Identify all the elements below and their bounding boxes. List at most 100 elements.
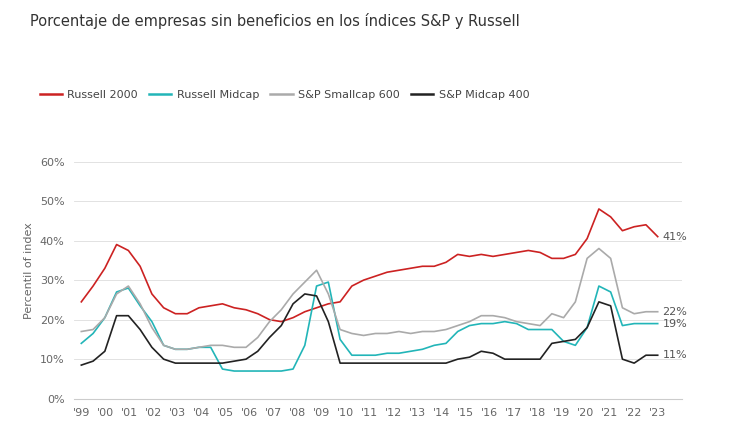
- Russell Midcap: [359, 353, 368, 358]
- Legend: Russell 2000, Russell Midcap, S&P Smallcap 600, S&P Midcap 400: Russell 2000, Russell Midcap, S&P Smallc…: [35, 85, 534, 104]
- Russell 2000: [582, 236, 591, 241]
- S&P Smallcap 600: [594, 246, 603, 251]
- S&P Smallcap 600: [159, 343, 168, 348]
- S&P Smallcap 600: [77, 329, 86, 334]
- S&P Midcap 400: [348, 361, 356, 366]
- Russell Midcap: [394, 350, 403, 356]
- S&P Midcap 400: [336, 361, 345, 366]
- Russell 2000: [312, 305, 321, 311]
- Russell 2000: [300, 309, 309, 315]
- Russell Midcap: [618, 323, 627, 328]
- Russell Midcap: [606, 289, 615, 295]
- Russell Midcap: [582, 325, 591, 330]
- S&P Smallcap 600: [359, 333, 368, 338]
- Russell Midcap: [183, 346, 192, 352]
- S&P Midcap 400: [371, 361, 380, 366]
- Russell 2000: [206, 303, 215, 308]
- S&P Midcap 400: [654, 353, 662, 358]
- Russell Midcap: [536, 327, 545, 332]
- Russell 2000: [594, 206, 603, 212]
- S&P Midcap 400: [183, 361, 192, 366]
- Russell Midcap: [348, 353, 356, 358]
- S&P Smallcap 600: [512, 319, 521, 324]
- Russell Midcap: [288, 366, 297, 372]
- S&P Midcap 400: [606, 303, 615, 308]
- Russell Midcap: [524, 327, 533, 332]
- S&P Midcap 400: [359, 361, 368, 366]
- Russell 2000: [124, 248, 133, 253]
- Russell 2000: [571, 252, 579, 257]
- S&P Smallcap 600: [242, 345, 250, 350]
- S&P Smallcap 600: [500, 315, 509, 320]
- S&P Midcap 400: [536, 357, 545, 362]
- S&P Smallcap 600: [147, 325, 156, 330]
- S&P Smallcap 600: [336, 327, 345, 332]
- S&P Midcap 400: [288, 301, 297, 307]
- S&P Smallcap 600: [406, 331, 415, 336]
- Y-axis label: Percentil of index: Percentil of index: [24, 222, 34, 319]
- S&P Smallcap 600: [371, 331, 380, 336]
- S&P Smallcap 600: [488, 313, 497, 319]
- Russell Midcap: [230, 369, 239, 374]
- S&P Midcap 400: [324, 319, 333, 324]
- Line: Russell 2000: Russell 2000: [82, 209, 658, 322]
- Russell Midcap: [382, 350, 391, 356]
- S&P Midcap 400: [312, 293, 321, 299]
- S&P Smallcap 600: [453, 323, 462, 328]
- Russell Midcap: [476, 321, 485, 326]
- S&P Smallcap 600: [100, 315, 109, 320]
- Russell 2000: [382, 269, 391, 275]
- Russell 2000: [112, 242, 121, 247]
- Russell Midcap: [418, 346, 427, 352]
- S&P Smallcap 600: [194, 345, 203, 350]
- Russell 2000: [476, 252, 485, 257]
- S&P Midcap 400: [194, 361, 203, 366]
- S&P Smallcap 600: [265, 319, 274, 324]
- S&P Midcap 400: [500, 357, 509, 362]
- Russell 2000: [536, 250, 545, 255]
- S&P Smallcap 600: [312, 268, 321, 273]
- Russell Midcap: [654, 321, 662, 326]
- Russell Midcap: [559, 339, 568, 344]
- Russell 2000: [359, 277, 368, 283]
- Text: Porcentaje de empresas sin beneficios en los índices S&P y Russell: Porcentaje de empresas sin beneficios en…: [30, 13, 519, 29]
- Russell 2000: [194, 305, 203, 311]
- Russell Midcap: [218, 366, 227, 372]
- Russell Midcap: [194, 345, 203, 350]
- S&P Smallcap 600: [654, 309, 662, 315]
- Russell Midcap: [206, 345, 215, 350]
- S&P Smallcap 600: [288, 291, 297, 297]
- Russell Midcap: [594, 284, 603, 289]
- S&P Smallcap 600: [548, 311, 556, 316]
- S&P Smallcap 600: [430, 329, 439, 334]
- Text: 19%: 19%: [662, 319, 687, 329]
- Russell 2000: [548, 256, 556, 261]
- S&P Midcap 400: [147, 345, 156, 350]
- S&P Midcap 400: [582, 325, 591, 330]
- Russell Midcap: [300, 343, 309, 348]
- S&P Smallcap 600: [465, 319, 474, 324]
- S&P Smallcap 600: [124, 284, 133, 289]
- Russell 2000: [465, 254, 474, 259]
- S&P Smallcap 600: [524, 321, 533, 326]
- Russell Midcap: [124, 285, 133, 291]
- S&P Smallcap 600: [630, 311, 639, 316]
- S&P Smallcap 600: [618, 305, 627, 311]
- Russell 2000: [183, 311, 192, 316]
- Russell Midcap: [253, 369, 262, 374]
- Russell Midcap: [442, 341, 451, 346]
- Russell 2000: [630, 224, 639, 229]
- S&P Smallcap 600: [112, 291, 121, 297]
- S&P Midcap 400: [89, 358, 98, 364]
- S&P Midcap 400: [571, 337, 579, 342]
- Russell 2000: [442, 260, 451, 265]
- S&P Midcap 400: [242, 357, 250, 362]
- Russell Midcap: [312, 284, 321, 289]
- Russell Midcap: [630, 321, 639, 326]
- S&P Smallcap 600: [476, 313, 485, 319]
- Russell 2000: [418, 264, 427, 269]
- S&P Smallcap 600: [559, 315, 568, 320]
- Russell 2000: [230, 305, 239, 311]
- S&P Midcap 400: [100, 349, 109, 354]
- Russell Midcap: [100, 315, 109, 320]
